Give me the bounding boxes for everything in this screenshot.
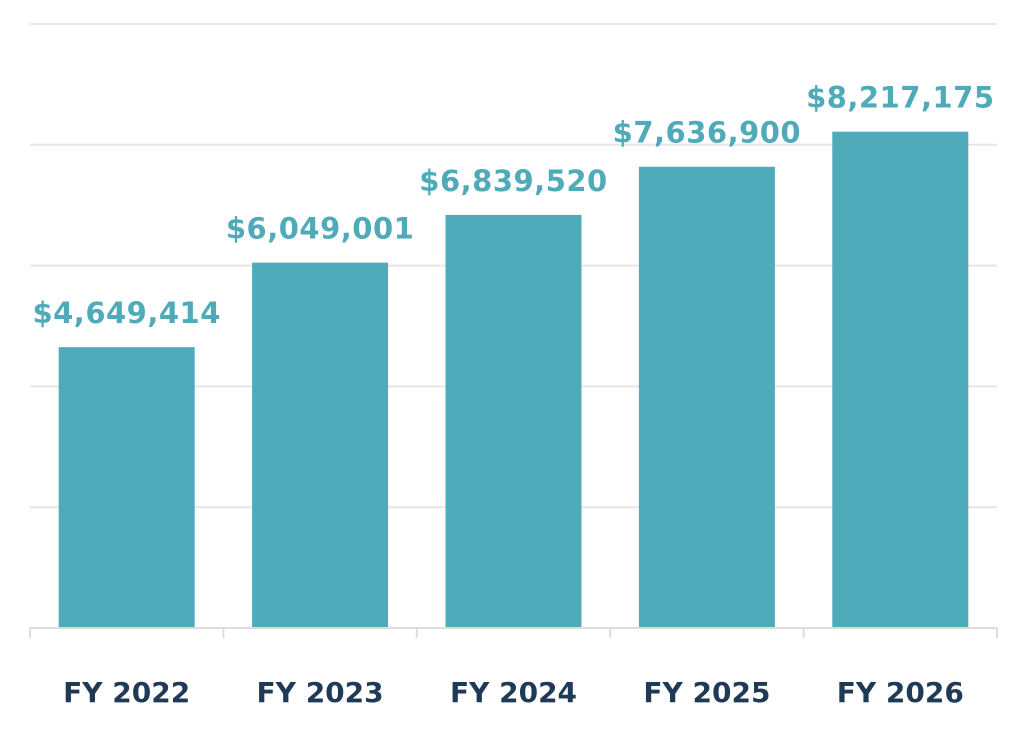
bar-fy-2022 bbox=[58, 347, 195, 628]
value-label: $8,217,175 bbox=[806, 81, 994, 115]
category-label: FY 2025 bbox=[643, 676, 770, 709]
value-labels: $4,649,414 $6,049,001$6,839,520$7,636,900… bbox=[32, 81, 994, 330]
bar-fy-2024 bbox=[445, 214, 582, 628]
bar-fy-2026 bbox=[832, 131, 969, 629]
category-labels: FY 2022 FY 2023 FY 2024 FY 2025 FY 2026 bbox=[63, 676, 964, 709]
value-label: $6,839,520 bbox=[419, 164, 607, 198]
value-label: $4,649,414 bbox=[32, 296, 220, 330]
category-label: FY 2023 bbox=[257, 676, 384, 709]
bar-fy-2023 bbox=[252, 262, 389, 628]
value-label: $7,636,900 bbox=[613, 116, 801, 150]
bar-fy-2025 bbox=[638, 166, 775, 628]
bar-series bbox=[58, 131, 969, 629]
category-label: FY 2024 bbox=[450, 676, 577, 709]
category-label: FY 2026 bbox=[837, 676, 964, 709]
category-label: FY 2022 bbox=[63, 676, 190, 709]
value-label: $6,049,001 bbox=[226, 212, 414, 246]
x-axis bbox=[29, 627, 998, 638]
